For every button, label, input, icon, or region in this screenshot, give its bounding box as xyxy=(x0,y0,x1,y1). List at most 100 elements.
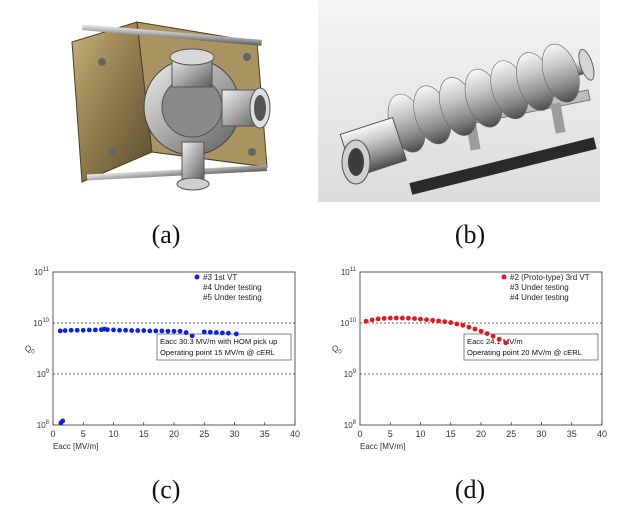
legend-entry: #3 1st VT xyxy=(203,273,237,282)
data-point xyxy=(448,320,454,325)
data-point xyxy=(141,328,147,333)
data-point xyxy=(74,327,80,333)
y-tick-label: 108 xyxy=(344,420,357,430)
data-point xyxy=(213,330,219,335)
data-point xyxy=(201,329,207,335)
data-point xyxy=(369,317,375,323)
legend-entry: #4 Under testing xyxy=(203,283,262,292)
data-point xyxy=(233,331,239,337)
data-point xyxy=(135,328,141,333)
caption-c: (c) xyxy=(151,475,181,504)
y-tick-label: 1010 xyxy=(33,318,49,328)
y-axis-label: Q0 xyxy=(332,345,342,356)
y-tick-label: 1011 xyxy=(341,267,357,277)
annotation-box xyxy=(463,333,599,361)
data-point xyxy=(454,321,460,327)
data-point xyxy=(153,328,159,334)
data-point xyxy=(399,315,405,321)
data-point xyxy=(117,327,122,333)
data-point xyxy=(484,331,490,336)
data-point xyxy=(57,328,63,334)
photo-coupler-assembly xyxy=(42,2,292,202)
data-point xyxy=(207,329,213,335)
data-point xyxy=(171,328,177,334)
x-tick-label: 5 xyxy=(81,429,86,439)
legend-entry: #3 Under testing xyxy=(510,283,569,292)
data-point xyxy=(183,330,189,335)
data-point xyxy=(412,316,417,321)
y-axis-label: Q0 xyxy=(25,345,35,356)
x-tick-label: 5 xyxy=(388,429,393,439)
data-point xyxy=(68,327,74,333)
caption-a: (a) xyxy=(151,220,181,249)
y-tick-label: 109 xyxy=(344,369,357,379)
data-point xyxy=(92,327,98,333)
x-tick-label: 20 xyxy=(476,429,486,439)
y-tick-label: 108 xyxy=(37,420,50,430)
data-point xyxy=(381,316,387,321)
data-point xyxy=(129,328,135,333)
x-tick-label: 15 xyxy=(139,429,149,439)
data-point xyxy=(490,333,496,339)
data-point xyxy=(430,317,435,323)
data-point xyxy=(424,317,429,323)
data-point xyxy=(406,315,411,321)
x-tick-label: 35 xyxy=(260,429,270,439)
data-point xyxy=(58,420,64,426)
data-point xyxy=(220,330,225,336)
caption-b: (b) xyxy=(454,220,486,249)
data-point xyxy=(478,328,484,334)
annotation-text: Eacc 24.1 MV/m xyxy=(467,337,523,346)
data-point xyxy=(472,326,478,332)
x-tick-label: 40 xyxy=(290,429,300,439)
data-point xyxy=(86,327,92,333)
data-point xyxy=(466,324,472,330)
data-point xyxy=(393,315,399,321)
data-point xyxy=(226,330,231,336)
data-point xyxy=(418,316,423,322)
data-point xyxy=(111,327,116,333)
x-tick-label: 0 xyxy=(357,429,362,439)
data-point xyxy=(159,328,165,334)
legend-marker xyxy=(194,274,200,280)
data-point xyxy=(503,340,509,346)
data-point xyxy=(62,328,68,333)
x-tick-label: 25 xyxy=(199,429,209,439)
data-point xyxy=(147,328,153,334)
x-tick-label: 10 xyxy=(108,429,118,439)
y-tick-label: 109 xyxy=(37,369,50,379)
data-point xyxy=(442,319,448,325)
x-tick-label: 0 xyxy=(50,429,55,439)
legend-entry: #2 (Proto-type) 3rd VT xyxy=(510,273,590,282)
annotation-text: Eacc 30.3 MV/m with HOM pick up xyxy=(160,337,277,346)
data-point xyxy=(177,328,183,334)
chart-c-q0-vs-eacc: 0 5 10 15 20 25 30 35 40 108 109 1010 1011 Q0 Eacc [MV… xyxy=(25,267,300,451)
x-tick-label: 30 xyxy=(229,429,239,439)
x-axis-label: Eacc [MV/m] xyxy=(53,442,98,451)
legend-entry: #4 Under testing xyxy=(510,293,569,302)
data-point xyxy=(123,327,128,333)
data-point xyxy=(375,316,381,322)
x-axis-label: Eacc [MV/m] xyxy=(360,442,405,451)
data-point xyxy=(80,327,86,333)
coupler-illustration xyxy=(71,21,271,191)
x-tick-label: 30 xyxy=(536,429,546,439)
x-tick-label: 25 xyxy=(506,429,516,439)
data-point xyxy=(436,318,442,324)
data-point xyxy=(165,328,171,334)
annotation-text: Operating point 15 MV/m @ cERL xyxy=(160,348,275,357)
x-tick-label: 35 xyxy=(567,429,577,439)
x-tick-label: 20 xyxy=(169,429,179,439)
data-point xyxy=(460,322,466,328)
chart-d-q0-vs-eacc: 0 5 10 15 20 25 30 35 40 108 109 1010 1011 Q0 Eacc [MV… xyxy=(332,267,607,451)
legend-marker xyxy=(501,274,507,280)
legend-entry: #5 Under testing xyxy=(203,293,262,302)
data-point xyxy=(363,318,369,324)
data-point xyxy=(387,315,393,321)
data-point xyxy=(105,327,110,333)
photo-multicell-cavity xyxy=(318,0,600,202)
y-tick-label: 1010 xyxy=(340,318,356,328)
cavity-illustration xyxy=(339,43,597,195)
x-tick-label: 15 xyxy=(446,429,456,439)
data-point xyxy=(496,336,502,342)
